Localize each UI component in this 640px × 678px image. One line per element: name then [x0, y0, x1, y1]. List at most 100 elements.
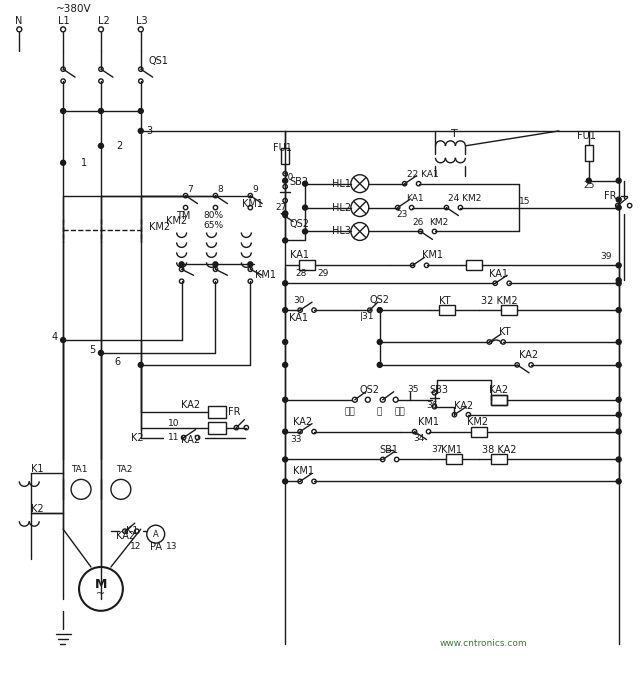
Text: KT: KT: [499, 327, 511, 337]
Circle shape: [616, 178, 621, 183]
Text: 9: 9: [252, 185, 258, 194]
Circle shape: [616, 397, 621, 402]
Text: QS2: QS2: [360, 385, 380, 395]
Circle shape: [377, 363, 382, 367]
Bar: [299, 260, 315, 271]
Bar: [492, 395, 507, 405]
Text: K2: K2: [31, 504, 44, 514]
Circle shape: [283, 211, 287, 216]
Circle shape: [283, 211, 287, 216]
Circle shape: [138, 363, 143, 367]
Text: L2: L2: [98, 16, 109, 26]
Text: 25: 25: [584, 181, 595, 190]
Text: QS1: QS1: [148, 56, 168, 66]
Text: 手动: 手动: [345, 407, 356, 416]
Text: KM2: KM2: [467, 417, 488, 426]
Circle shape: [303, 205, 308, 210]
Circle shape: [99, 351, 104, 355]
Text: KA2: KA2: [454, 401, 474, 411]
Text: 7: 7: [188, 185, 193, 194]
Text: 35: 35: [408, 385, 419, 395]
Text: KA2: KA2: [116, 531, 135, 541]
Circle shape: [616, 197, 621, 202]
Circle shape: [99, 108, 104, 113]
Circle shape: [283, 281, 287, 285]
Circle shape: [283, 479, 287, 484]
Text: 11: 11: [168, 433, 179, 442]
Circle shape: [248, 262, 253, 267]
Text: KM1: KM1: [243, 199, 263, 209]
Bar: [471, 426, 487, 437]
Circle shape: [377, 308, 382, 313]
Circle shape: [283, 238, 287, 243]
Text: FU1: FU1: [577, 131, 596, 141]
Circle shape: [616, 479, 621, 484]
Text: KM1: KM1: [293, 466, 314, 477]
Text: SB1: SB1: [380, 445, 399, 454]
Text: ~380V: ~380V: [56, 5, 92, 14]
Text: 8: 8: [218, 185, 223, 194]
Text: KA2: KA2: [489, 385, 508, 395]
Circle shape: [61, 160, 66, 165]
Text: L3: L3: [136, 16, 147, 26]
Circle shape: [283, 397, 287, 402]
Text: K1: K1: [31, 464, 44, 475]
Text: KM1: KM1: [417, 417, 438, 426]
Text: T: T: [451, 129, 458, 139]
Text: K2: K2: [131, 433, 143, 443]
Circle shape: [303, 181, 308, 186]
Text: K1: K1: [126, 526, 138, 536]
Text: 32 KM2: 32 KM2: [481, 296, 518, 306]
Text: SB3: SB3: [429, 385, 449, 395]
Text: QS2: QS2: [289, 218, 309, 228]
Text: TA1: TA1: [71, 465, 88, 474]
Text: 27: 27: [275, 203, 287, 212]
Text: 10: 10: [168, 419, 179, 428]
Text: QS2: QS2: [370, 295, 390, 305]
Text: KA1: KA1: [406, 194, 424, 203]
Text: KA2: KA2: [180, 435, 200, 445]
Bar: [209, 422, 227, 434]
Text: 36: 36: [426, 401, 438, 410]
Circle shape: [283, 178, 287, 183]
Text: 13: 13: [166, 542, 177, 551]
Text: 29: 29: [317, 268, 328, 278]
Text: KM2: KM2: [429, 218, 449, 227]
Text: SB2: SB2: [289, 177, 308, 186]
Text: TM: TM: [175, 211, 190, 220]
Text: 12: 12: [130, 542, 141, 551]
Text: 6: 6: [114, 357, 120, 367]
Circle shape: [616, 308, 621, 313]
Text: 1: 1: [81, 158, 87, 167]
Text: KA1: KA1: [289, 313, 308, 323]
Circle shape: [616, 363, 621, 367]
Text: N: N: [15, 16, 22, 26]
Circle shape: [283, 457, 287, 462]
Text: KA2: KA2: [293, 417, 312, 426]
Text: 20: 20: [282, 173, 294, 182]
Text: FR: FR: [228, 407, 241, 417]
Text: KM1: KM1: [442, 445, 463, 454]
Circle shape: [283, 429, 287, 434]
Text: 自动: 自动: [395, 407, 405, 416]
Text: PA: PA: [150, 542, 162, 552]
Text: |31: |31: [360, 312, 374, 321]
Bar: [492, 454, 507, 464]
Bar: [467, 260, 483, 271]
Text: 5: 5: [89, 345, 95, 355]
Circle shape: [616, 205, 621, 210]
Text: KM2: KM2: [148, 222, 170, 233]
Circle shape: [138, 108, 143, 113]
Bar: [501, 305, 517, 315]
Circle shape: [616, 263, 621, 268]
Text: L1: L1: [58, 16, 70, 26]
Text: 停: 停: [377, 407, 382, 416]
Circle shape: [61, 108, 66, 113]
Circle shape: [179, 262, 184, 267]
Text: 34: 34: [413, 434, 425, 443]
Bar: [447, 454, 462, 464]
Circle shape: [616, 278, 621, 283]
Text: 24 KM2: 24 KM2: [449, 194, 482, 203]
Circle shape: [616, 281, 621, 285]
Text: KT: KT: [440, 296, 451, 306]
